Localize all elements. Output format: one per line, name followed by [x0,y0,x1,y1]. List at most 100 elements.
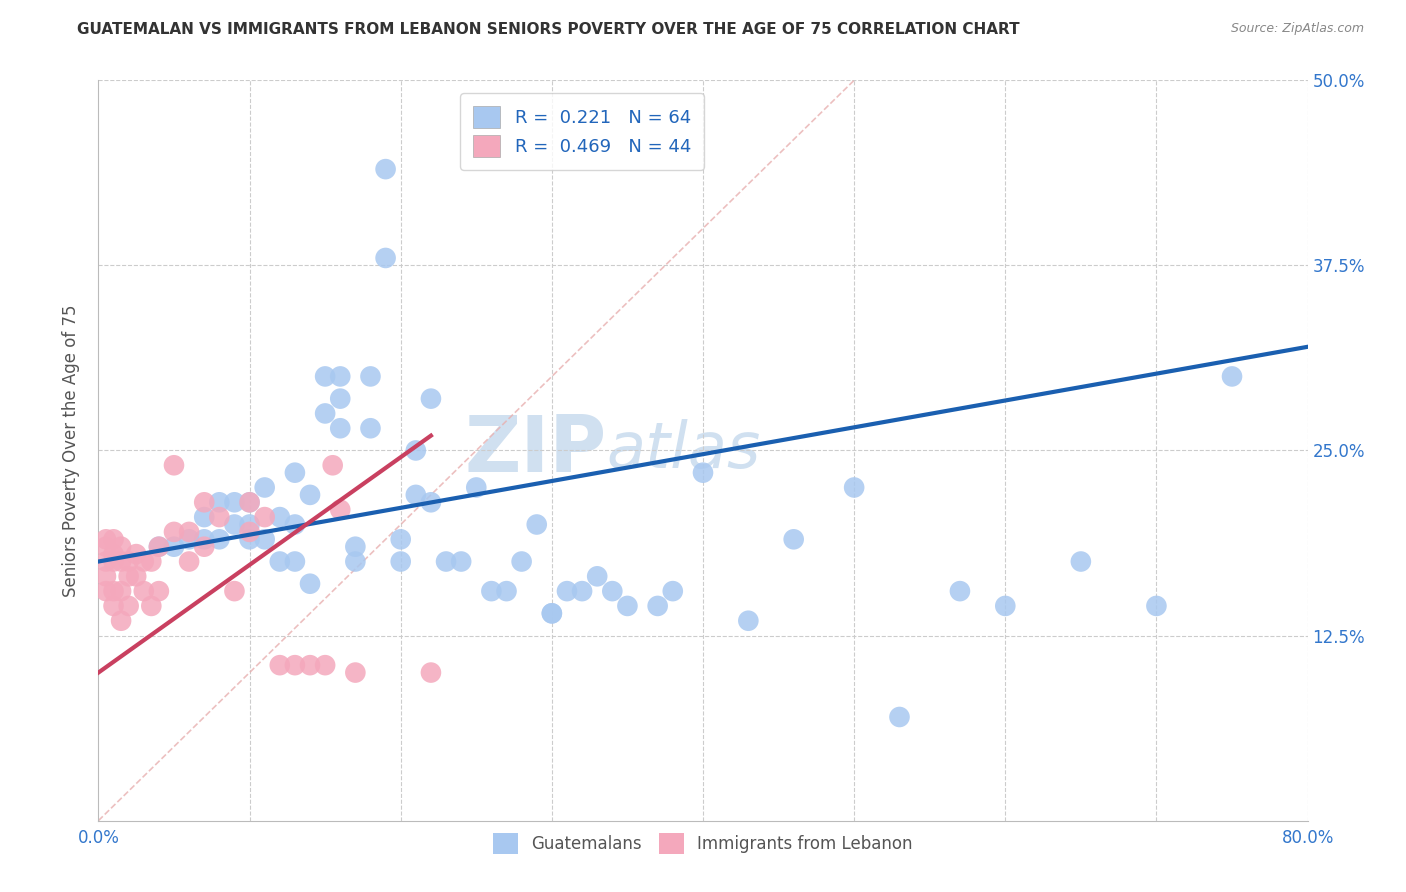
Text: Source: ZipAtlas.com: Source: ZipAtlas.com [1230,22,1364,36]
Point [1070,555,1092,569]
Point [405,443,427,458]
Point [299,576,322,591]
Point [526,517,548,532]
Point [132,555,155,569]
Point [465,480,488,494]
Point [141,555,163,569]
Point [889,710,911,724]
Point [495,584,517,599]
Point [737,614,759,628]
Point [571,584,593,599]
Point [179,533,201,547]
Point [481,584,503,599]
Point [148,584,170,599]
Y-axis label: Seniors Poverty Over the Age of 75: Seniors Poverty Over the Age of 75 [62,304,80,597]
Point [329,421,352,435]
Point [110,584,132,599]
Point [110,555,132,569]
Point [163,458,186,473]
Point [344,555,367,569]
Legend: Guatemalans, Immigrants from Lebanon: Guatemalans, Immigrants from Lebanon [486,827,920,861]
Point [103,533,125,547]
Point [994,599,1017,613]
Point [284,466,307,480]
Point [224,584,246,599]
Point [602,584,624,599]
Point [118,569,141,583]
Point [94,584,117,599]
Point [374,162,396,177]
Point [193,495,215,509]
Point [94,540,117,554]
Point [405,488,427,502]
Point [434,555,457,569]
Point [555,584,578,599]
Point [510,555,533,569]
Point [132,584,155,599]
Point [269,658,291,673]
Point [299,488,322,502]
Point [322,458,344,473]
Point [239,517,262,532]
Point [314,658,336,673]
Point [420,665,443,680]
Point [269,510,291,524]
Point [314,407,336,421]
Point [118,599,141,613]
Point [148,540,170,554]
Point [253,510,276,524]
Point [103,584,125,599]
Point [389,533,412,547]
Point [450,555,472,569]
Text: atlas: atlas [606,419,761,482]
Point [360,369,382,384]
Point [163,540,186,554]
Point [253,480,276,494]
Point [540,607,562,621]
Point [103,599,125,613]
Point [94,569,117,583]
Point [586,569,609,583]
Point [1220,369,1243,384]
Point [193,533,215,547]
Point [616,599,638,613]
Point [374,251,396,265]
Point [110,540,132,554]
Point [141,599,163,613]
Point [193,540,215,554]
Point [103,547,125,561]
Point [420,392,443,406]
Point [389,555,412,569]
Text: ZIP: ZIP [464,412,606,489]
Point [103,555,125,569]
Point [844,480,866,494]
Point [163,524,186,539]
Point [110,614,132,628]
Point [284,555,307,569]
Point [360,421,382,435]
Point [94,555,117,569]
Point [344,665,367,680]
Point [208,510,231,524]
Point [949,584,972,599]
Point [253,533,276,547]
Point [329,369,352,384]
Point [299,658,322,673]
Point [208,495,231,509]
Point [224,495,246,509]
Point [224,517,246,532]
Point [193,510,215,524]
Point [239,495,262,509]
Point [148,540,170,554]
Point [314,369,336,384]
Point [179,555,201,569]
Point [783,533,806,547]
Point [239,533,262,547]
Point [94,533,117,547]
Point [344,540,367,554]
Point [125,569,148,583]
Point [284,517,307,532]
Point [125,547,148,561]
Text: GUATEMALAN VS IMMIGRANTS FROM LEBANON SENIORS POVERTY OVER THE AGE OF 75 CORRELA: GUATEMALAN VS IMMIGRANTS FROM LEBANON SE… [77,22,1019,37]
Point [661,584,683,599]
